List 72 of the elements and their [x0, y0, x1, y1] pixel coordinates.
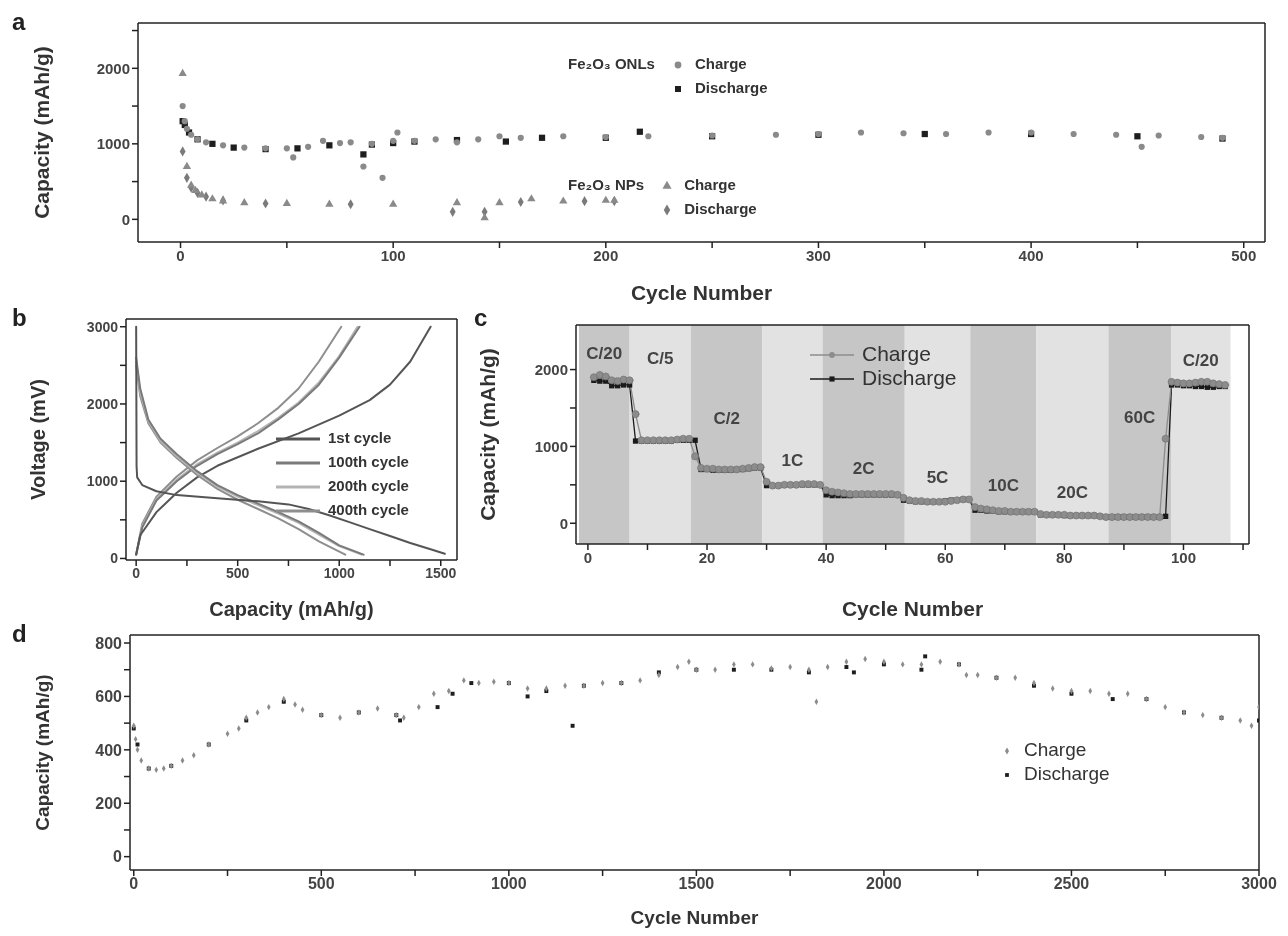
band-label: 2C [852, 459, 875, 479]
y-axis-title: Capacity (mAh/g) [476, 348, 500, 521]
x-tick-label: 0 [132, 564, 141, 581]
legend-label: 1st cycle [327, 428, 393, 448]
y-tick-label: 400 [95, 741, 123, 759]
y-tick-label: 800 [95, 634, 123, 652]
x-tick-label: 0 [583, 548, 593, 566]
x-tick-label: 500 [1231, 246, 1257, 264]
y-axis-title: Capacity (mAh/g) [31, 674, 53, 831]
y-tick-label: 600 [95, 688, 123, 706]
y-tick-label: 1000 [96, 135, 130, 153]
y-tick-label: 3000 [86, 318, 119, 335]
x-tick-label: 1500 [425, 564, 457, 581]
legend-label: 100th cycle [327, 452, 409, 472]
legend-label: Discharge [1023, 762, 1110, 786]
x-tick-label: 300 [805, 246, 831, 264]
text: c [474, 304, 488, 332]
x-tick-label: 0 [176, 246, 185, 264]
annotation: Fe₂O₃ NPs [568, 175, 645, 195]
band-label: 1C [781, 450, 804, 470]
x-axis-title: Capacity (mAh/g) [209, 598, 374, 620]
x-tick-label: 80 [1056, 548, 1073, 566]
y-tick-label: 0 [559, 514, 568, 532]
x-axis-title: Cycle Number [841, 597, 984, 620]
y-tick-label: 0 [113, 848, 123, 866]
band-label: 20C [1056, 483, 1089, 503]
band-label: C/20 [1182, 350, 1219, 370]
x-tick-label: 100 [380, 246, 406, 264]
y-tick-label: 2000 [534, 360, 568, 378]
x-tick-label: 3000 [1241, 875, 1277, 893]
x-tick-label: 400 [1018, 246, 1044, 264]
band-label: 10C [987, 476, 1019, 496]
legend-label: 400th cycle [327, 500, 409, 520]
x-axis-title: Cycle Number [630, 281, 773, 304]
y-axis-title: Voltage (mV) [27, 379, 50, 500]
y-tick-label: 0 [121, 210, 130, 228]
legend-label: 200th cycle [327, 476, 409, 496]
x-tick-label: 200 [593, 246, 619, 264]
x-tick-label: 1000 [323, 564, 355, 581]
x-tick-label: 2000 [866, 875, 902, 893]
x-tick-label: 2500 [1053, 875, 1090, 893]
legend-label: Discharge [861, 366, 957, 390]
legend-label: Charge [1023, 738, 1088, 762]
text: a [12, 8, 26, 36]
band-label: C/20 [586, 343, 623, 363]
x-tick-label: 40 [817, 548, 835, 566]
x-axis-title: Cycle Number [630, 907, 759, 928]
text: d [12, 620, 27, 648]
legend-label: Discharge [683, 199, 757, 219]
y-tick-label: 200 [95, 794, 123, 812]
x-tick-label: 60 [936, 548, 954, 566]
band-label: 60C [1124, 407, 1156, 427]
x-tick-label: 20 [698, 548, 716, 566]
y-axis-title: Capacity (mAh/g) [30, 46, 54, 219]
legend-label: Charge [683, 175, 737, 195]
x-tick-label: 1500 [678, 875, 715, 893]
y-tick-label: 2000 [86, 395, 119, 412]
legend-label: Charge [693, 54, 748, 74]
band-label: C/5 [647, 349, 674, 369]
legend-label: Charge [861, 342, 932, 366]
x-tick-label: 500 [307, 875, 335, 893]
x-tick-label: 100 [1170, 548, 1196, 566]
band-label: 5C [926, 468, 949, 488]
text: b [12, 304, 27, 332]
y-tick-label: 1000 [86, 473, 119, 490]
legend-label: Discharge [693, 78, 768, 98]
band-label: C/2 [713, 409, 740, 429]
annotation: Fe₂O₃ ONLs [568, 54, 655, 74]
x-tick-label: 500 [226, 564, 250, 581]
y-tick-label: 2000 [96, 59, 130, 77]
x-tick-label: 1000 [491, 875, 527, 893]
y-tick-label: 1000 [534, 437, 568, 455]
